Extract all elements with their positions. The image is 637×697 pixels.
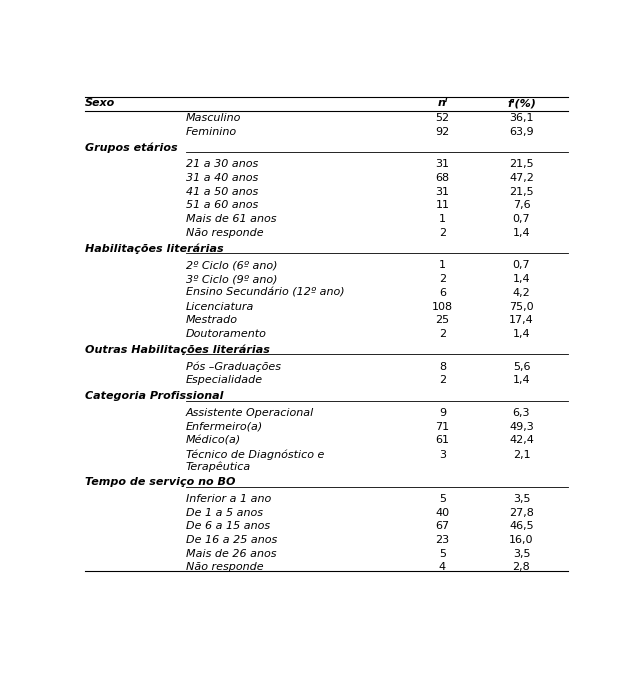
Text: 49,3: 49,3 (509, 422, 534, 431)
Text: Mestrado: Mestrado (186, 315, 238, 325)
Text: 4: 4 (439, 562, 446, 572)
Text: 46,5: 46,5 (509, 521, 534, 531)
Text: 5: 5 (439, 494, 446, 504)
Text: Ensino Secundário (12º ano): Ensino Secundário (12º ano) (186, 288, 345, 298)
Text: Outras Habilitações literárias: Outras Habilitações literárias (85, 345, 269, 355)
Text: De 6 a 15 anos: De 6 a 15 anos (186, 521, 270, 531)
Text: 3: 3 (439, 450, 446, 460)
Text: fᴵ(%): fᴵ(%) (507, 98, 536, 108)
Text: Médico(a): Médico(a) (186, 436, 241, 445)
Text: 42,4: 42,4 (509, 436, 534, 445)
Text: 21,5: 21,5 (509, 160, 534, 169)
Text: 5,6: 5,6 (513, 362, 530, 372)
Text: 6: 6 (439, 288, 446, 298)
Text: 1,4: 1,4 (513, 329, 530, 339)
Text: 71: 71 (436, 422, 450, 431)
Text: 8: 8 (439, 362, 446, 372)
Text: Categoria Profissional: Categoria Profissional (85, 391, 223, 401)
Text: 7,6: 7,6 (513, 200, 530, 210)
Text: 0,7: 0,7 (513, 214, 530, 224)
Text: 75,0: 75,0 (509, 302, 534, 312)
Text: 2: 2 (439, 375, 446, 385)
Text: De 1 a 5 anos: De 1 a 5 anos (186, 507, 263, 518)
Text: 2: 2 (439, 228, 446, 238)
Text: 1,4: 1,4 (513, 228, 530, 238)
Text: Doutoramento: Doutoramento (186, 329, 267, 339)
Text: 21 a 30 anos: 21 a 30 anos (186, 160, 258, 169)
Text: 11: 11 (436, 200, 450, 210)
Text: Habilitações literárias: Habilitações literárias (85, 243, 223, 254)
Text: 3º Ciclo (9º ano): 3º Ciclo (9º ano) (186, 274, 277, 284)
Text: 2: 2 (439, 274, 446, 284)
Text: Masculino: Masculino (186, 113, 241, 123)
Text: Inferior a 1 ano: Inferior a 1 ano (186, 494, 271, 504)
Text: 2º Ciclo (6º ano): 2º Ciclo (6º ano) (186, 261, 277, 270)
Text: 108: 108 (432, 302, 453, 312)
Text: Mais de 61 anos: Mais de 61 anos (186, 214, 276, 224)
Text: 36,1: 36,1 (509, 113, 534, 123)
Text: Especialidade: Especialidade (186, 375, 263, 385)
Text: 47,2: 47,2 (509, 173, 534, 183)
Text: Grupos etários: Grupos etários (85, 142, 177, 153)
Text: 2,8: 2,8 (513, 562, 531, 572)
Text: Terapêutica: Terapêutica (186, 461, 251, 473)
Text: Assistente Operacional: Assistente Operacional (186, 408, 314, 418)
Text: 4,2: 4,2 (513, 288, 531, 298)
Text: 31: 31 (436, 160, 450, 169)
Text: 25: 25 (436, 315, 450, 325)
Text: 0,7: 0,7 (513, 261, 530, 270)
Text: Feminino: Feminino (186, 127, 237, 137)
Text: 1,4: 1,4 (513, 274, 530, 284)
Text: Não responde: Não responde (186, 562, 263, 572)
Text: Mais de 26 anos: Mais de 26 anos (186, 549, 276, 559)
Text: 1,4: 1,4 (513, 375, 530, 385)
Text: 61: 61 (436, 436, 450, 445)
Text: 67: 67 (436, 521, 450, 531)
Text: 51 a 60 anos: 51 a 60 anos (186, 200, 258, 210)
Text: 31: 31 (436, 187, 450, 197)
Text: De 16 a 25 anos: De 16 a 25 anos (186, 535, 277, 545)
Text: Sexo: Sexo (85, 98, 115, 108)
Text: 3,5: 3,5 (513, 549, 530, 559)
Text: Técnico de Diagnóstico e: Técnico de Diagnóstico e (186, 449, 324, 459)
Text: 21,5: 21,5 (509, 187, 534, 197)
Text: 52: 52 (436, 113, 450, 123)
Text: Licenciatura: Licenciatura (186, 302, 254, 312)
Text: Pós –Graduações: Pós –Graduações (186, 362, 281, 372)
Text: 27,8: 27,8 (509, 507, 534, 518)
Text: Não responde: Não responde (186, 228, 263, 238)
Text: 1: 1 (439, 214, 446, 224)
Text: 3,5: 3,5 (513, 494, 530, 504)
Text: 17,4: 17,4 (509, 315, 534, 325)
Text: 16,0: 16,0 (509, 535, 534, 545)
Text: 92: 92 (435, 127, 450, 137)
Text: 23: 23 (436, 535, 450, 545)
Text: 6,3: 6,3 (513, 408, 530, 418)
Text: 9: 9 (439, 408, 446, 418)
Text: 1: 1 (439, 261, 446, 270)
Text: 31 a 40 anos: 31 a 40 anos (186, 173, 258, 183)
Text: 5: 5 (439, 549, 446, 559)
Text: 41 a 50 anos: 41 a 50 anos (186, 187, 258, 197)
Text: 63,9: 63,9 (509, 127, 534, 137)
Text: 68: 68 (436, 173, 450, 183)
Text: Enfermeiro(a): Enfermeiro(a) (186, 422, 263, 431)
Text: 2,1: 2,1 (513, 450, 530, 460)
Text: 40: 40 (436, 507, 450, 518)
Text: Tempo de serviço no BO: Tempo de serviço no BO (85, 477, 235, 487)
Text: 2: 2 (439, 329, 446, 339)
Text: nᴵ: nᴵ (437, 98, 448, 108)
